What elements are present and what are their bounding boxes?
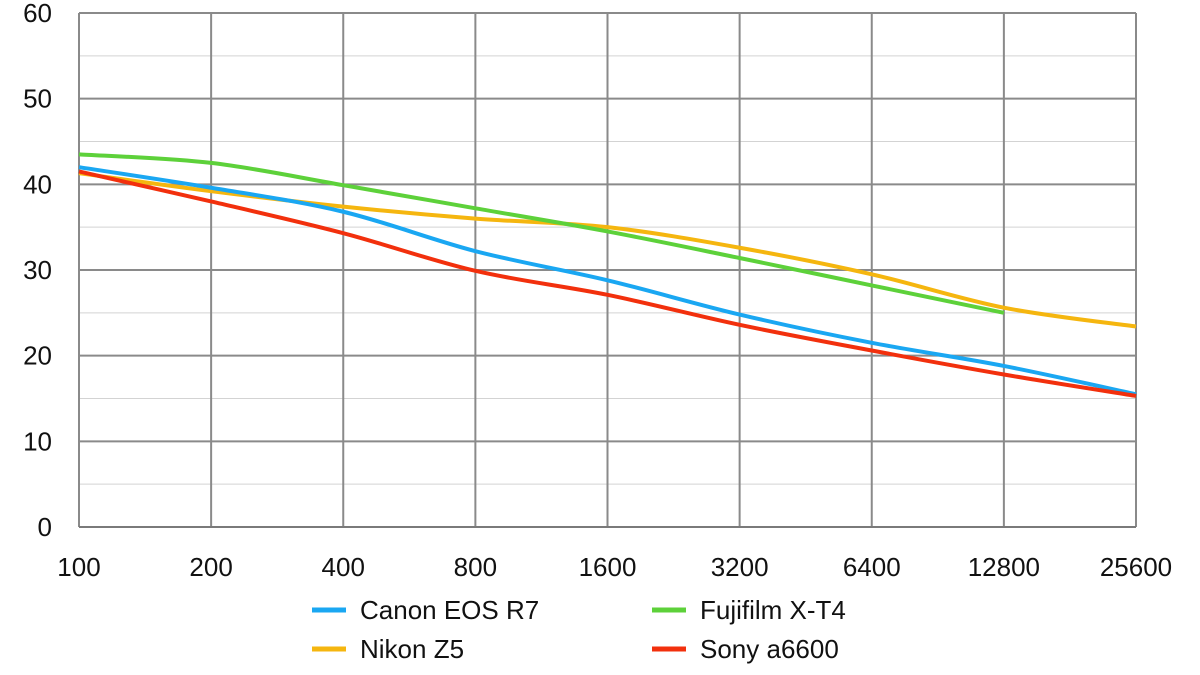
x-tick-label: 12800 bbox=[968, 552, 1040, 582]
x-tick-label: 1600 bbox=[579, 552, 637, 582]
y-tick-label: 0 bbox=[38, 512, 52, 542]
legend-label-fujifilm-x-t4: Fujifilm X-T4 bbox=[700, 595, 846, 625]
grid bbox=[79, 13, 1136, 527]
legend-label-canon-eos-r7: Canon EOS R7 bbox=[360, 595, 539, 625]
y-tick-label: 20 bbox=[23, 341, 52, 371]
x-tick-label: 400 bbox=[322, 552, 365, 582]
y-tick-label: 30 bbox=[23, 255, 52, 285]
x-tick-label: 6400 bbox=[843, 552, 901, 582]
legend-label-sony-a6600: Sony a6600 bbox=[700, 634, 839, 664]
x-tick-label: 100 bbox=[57, 552, 100, 582]
x-tick-label: 200 bbox=[189, 552, 232, 582]
x-tick-label: 3200 bbox=[711, 552, 769, 582]
y-tick-label: 10 bbox=[23, 426, 52, 456]
legend: Canon EOS R7 Fujifilm X-T4 Nikon Z5 Sony a6… bbox=[312, 595, 846, 664]
x-tick-label: 25600 bbox=[1100, 552, 1172, 582]
y-tick-label: 50 bbox=[23, 84, 52, 114]
x-tick-label: 800 bbox=[454, 552, 497, 582]
legend-label-nikon-z5: Nikon Z5 bbox=[360, 634, 464, 664]
y-tick-label: 40 bbox=[23, 169, 52, 199]
y-tick-label: 60 bbox=[23, 0, 52, 28]
